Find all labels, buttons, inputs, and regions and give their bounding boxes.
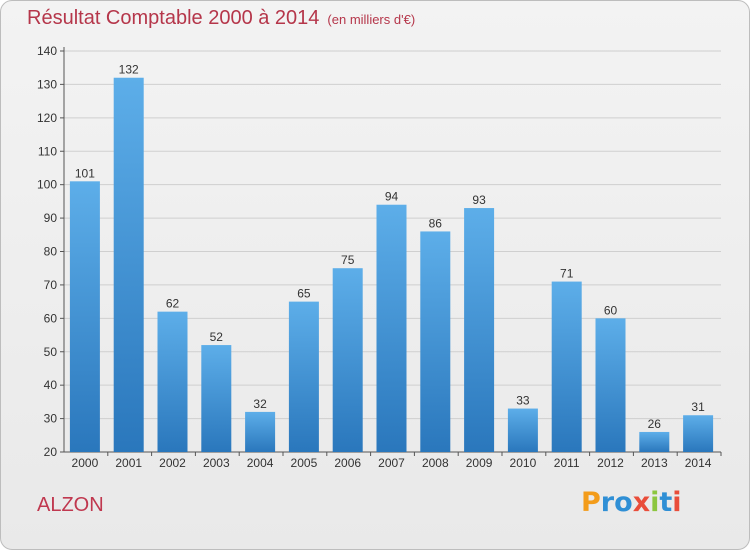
y-tick-label: 80 — [44, 245, 58, 259]
x-tick-label: 2006 — [334, 456, 361, 470]
chart-title: Résultat Comptable 2000 à 2014 (en millie… — [27, 7, 415, 30]
place-name: ALZON — [37, 494, 104, 516]
proxiti-logo[interactable]: Proxiti — [581, 487, 682, 518]
y-tick-label: 130 — [37, 77, 57, 91]
logo-letter: i — [650, 487, 660, 518]
chart-subtitle: (en milliers d'€) — [327, 12, 416, 27]
labels: 20 30 40 50 60 70 80 90 100 110 120 130 140 101 2000 13… — [37, 44, 712, 470]
y-tick-label: 90 — [44, 211, 58, 225]
bar — [157, 311, 188, 452]
y-tick-label: 20 — [44, 445, 58, 459]
x-tick-label: 2007 — [378, 456, 405, 470]
logo-letter: i — [672, 487, 682, 518]
x-tick-label: 2011 — [554, 456, 580, 470]
bar-value-label: 32 — [253, 397, 267, 411]
x-tick-label: 2009 — [466, 456, 493, 470]
bar — [376, 204, 407, 452]
bar — [683, 415, 714, 452]
x-tick-label: 2008 — [422, 456, 449, 470]
y-tick-label: 60 — [44, 311, 58, 325]
logo-letter: P — [581, 487, 601, 518]
bar-value-label: 132 — [119, 63, 139, 77]
bar-value-label: 31 — [691, 400, 705, 414]
bar-value-label: 52 — [210, 330, 224, 344]
x-tick-label: 2003 — [203, 456, 230, 470]
bars — [69, 77, 714, 452]
x-tick-label: 2013 — [641, 456, 668, 470]
bar — [551, 281, 582, 452]
bar — [245, 411, 276, 452]
bar-value-label: 75 — [341, 253, 355, 267]
y-tick-label: 40 — [44, 378, 58, 392]
bar-value-label: 94 — [385, 190, 399, 204]
bar — [332, 268, 363, 452]
bar-value-label: 62 — [166, 297, 180, 311]
chart-title-text: Résultat Comptable 2000 à 2014 — [27, 7, 320, 29]
logo-letter: r — [600, 487, 615, 518]
bar — [201, 345, 232, 452]
x-tick-label: 2000 — [72, 456, 99, 470]
y-tick-label: 120 — [37, 111, 57, 125]
logo-letter: t — [659, 487, 673, 518]
x-tick-label: 2012 — [597, 456, 624, 470]
x-tick-label: 2014 — [685, 456, 712, 470]
bar — [113, 77, 144, 452]
y-tick-label: 100 — [37, 178, 57, 192]
y-tick-label: 140 — [37, 44, 57, 58]
bar — [288, 301, 319, 452]
bar-value-label: 93 — [472, 193, 486, 207]
bar-value-label: 86 — [429, 216, 443, 230]
y-tick-label: 110 — [38, 144, 57, 158]
x-tick-label: 2001 — [115, 456, 142, 470]
logo-letter: o — [614, 487, 633, 518]
bar — [69, 181, 100, 452]
bar-value-label: 26 — [648, 417, 662, 431]
bar-value-label: 33 — [516, 394, 530, 408]
x-tick-label: 2002 — [159, 456, 186, 470]
bar-value-label: 65 — [297, 287, 311, 301]
x-tick-label: 2005 — [291, 456, 318, 470]
bar — [420, 231, 451, 452]
x-tick-label: 2010 — [510, 456, 537, 470]
logo-letter: x — [632, 487, 651, 518]
bar — [507, 408, 538, 452]
bar — [595, 318, 626, 452]
bar-value-label: 101 — [75, 166, 95, 180]
bar-value-label: 60 — [604, 303, 618, 317]
y-tick-label: 50 — [44, 345, 58, 359]
y-tick-label: 30 — [44, 412, 58, 426]
x-tick-label: 2004 — [247, 456, 274, 470]
bar — [639, 431, 670, 452]
bar-value-label: 71 — [560, 267, 574, 281]
y-tick-label: 70 — [44, 278, 58, 292]
bar — [464, 208, 495, 452]
